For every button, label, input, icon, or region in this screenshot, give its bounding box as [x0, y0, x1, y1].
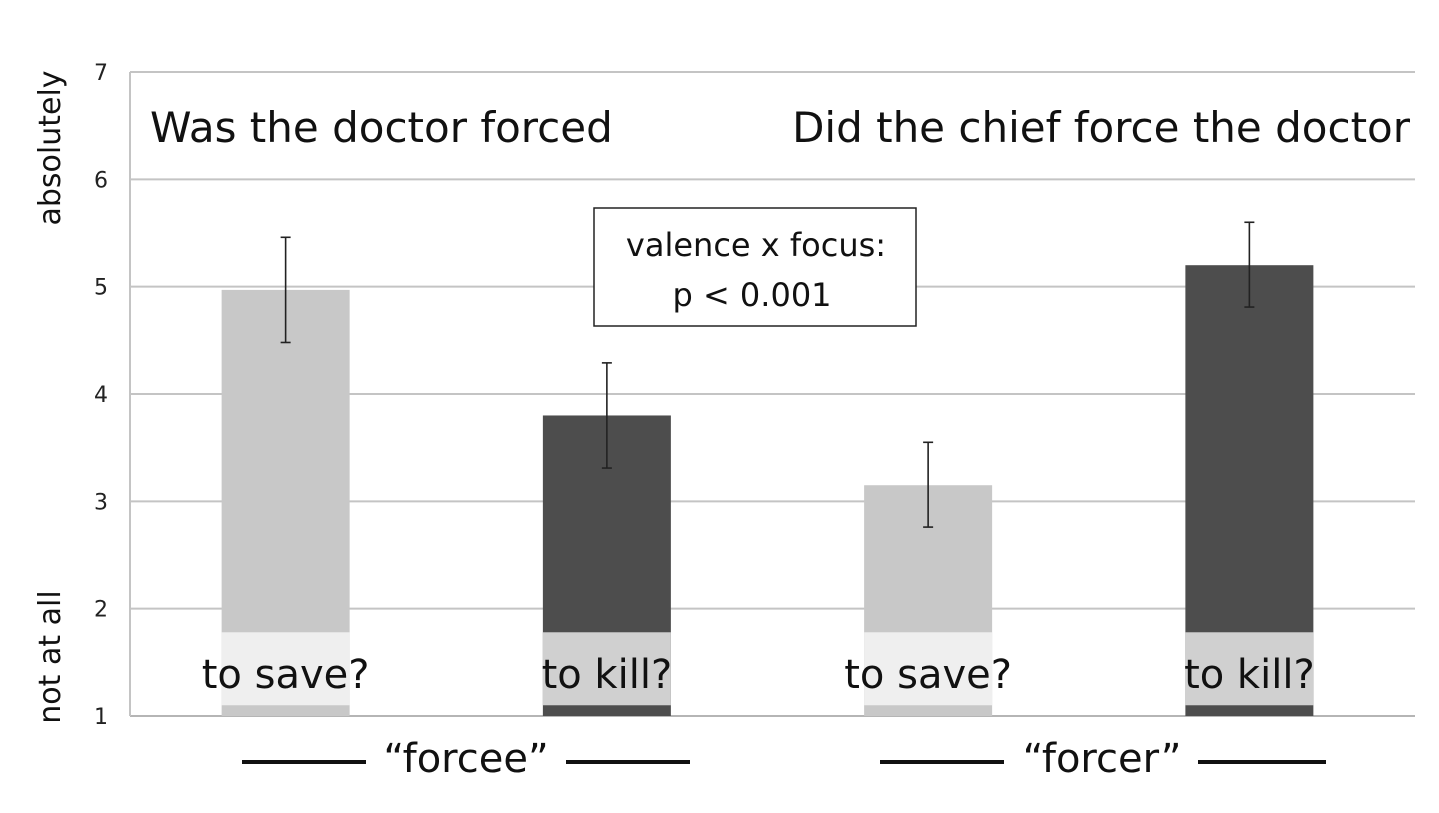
- group-label-forcee: “forcee”: [242, 736, 690, 782]
- category-label: to save?: [844, 652, 1012, 698]
- y-label-bottom: not at all: [33, 590, 68, 723]
- category-label: to kill?: [1184, 652, 1315, 698]
- y-tick-label: 5: [94, 276, 108, 301]
- category-label: to kill?: [542, 652, 673, 698]
- bar-label-band: [221, 632, 350, 706]
- category-label: to save?: [202, 652, 370, 698]
- bar-label-band: [542, 632, 671, 706]
- y-tick-labels: 1 2 3 4 5 6 7: [94, 61, 108, 730]
- error-bars: [280, 221, 1255, 528]
- group-name: “forcee”: [383, 736, 548, 782]
- y-tick-label: 4: [94, 383, 108, 408]
- y-tick-label: 1: [94, 705, 108, 730]
- bars: [221, 265, 1314, 716]
- panel-title-left: Was the doctor forced: [150, 103, 613, 152]
- y-tick-label: 6: [94, 168, 108, 193]
- bar-label-band: [1185, 632, 1314, 706]
- group-label-forcer: “forcer”: [880, 736, 1326, 782]
- panel-title-right: Did the chief force the doctor: [792, 103, 1411, 152]
- y-tick-label: 3: [94, 490, 108, 515]
- bar-label-band: [864, 632, 993, 706]
- category-labels: to save? to kill? to save? to kill?: [202, 652, 1315, 698]
- y-tick-label: 7: [94, 61, 108, 86]
- annotation-line-2: p < 0.001: [672, 276, 831, 314]
- y-label-top: absolutely: [33, 70, 68, 225]
- group-name: “forcer”: [1023, 736, 1182, 782]
- annotation-line-1: valence x focus:: [626, 226, 886, 264]
- annotation-box: valence x focus: p < 0.001: [593, 207, 917, 327]
- y-tick-label: 2: [94, 598, 108, 623]
- annotation-frame: [593, 207, 917, 327]
